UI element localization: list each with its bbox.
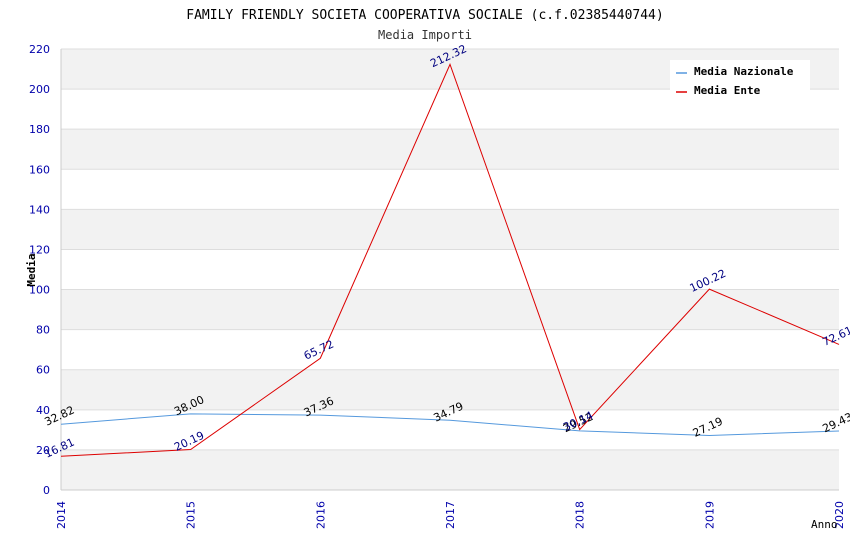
x-tick-label: 2019 (703, 501, 716, 529)
y-tick-labels: 0 20 40 60 80 100 120 140 160 180 200 220 (29, 43, 50, 497)
y-tick-label: 120 (29, 243, 50, 256)
y-tick-label: 160 (29, 163, 50, 176)
y-tick-label: 220 (29, 43, 50, 56)
chart-title: FAMILY FRIENDLY SOCIETA COOPERATIVA SOCI… (186, 8, 663, 23)
legend-label-media-ente: Media Ente (694, 84, 761, 97)
legend-box (670, 60, 810, 102)
y-tick-label: 200 (29, 83, 50, 96)
legend: Media Nazionale Media Ente (670, 60, 810, 102)
x-tick-labels: 2014 2015 2016 2017 2018 2019 2020 (55, 501, 846, 529)
grid-band (61, 289, 839, 330)
y-tick-label: 140 (29, 203, 50, 216)
y-tick-label: 80 (36, 324, 50, 337)
x-tick-label: 2016 (314, 501, 327, 529)
x-tick-label: 2017 (444, 501, 457, 529)
series-lines (60, 63, 840, 457)
x-tick-label: 2015 (185, 501, 198, 529)
y-axis-label: Media (25, 253, 38, 286)
chart-subtitle: Media Importi (378, 28, 472, 42)
grid-band (61, 369, 839, 410)
x-tick-label: 2014 (55, 501, 68, 529)
y-tick-label: 100 (29, 284, 50, 297)
y-tick-label: 40 (36, 404, 50, 417)
y-tick-label: 180 (29, 123, 50, 136)
y-tick-label: 20 (36, 444, 50, 457)
grid-band (61, 209, 839, 250)
data-label: 27.19 (691, 415, 725, 440)
y-tick-label: 0 (43, 484, 50, 497)
x-tick-label: 2020 (833, 501, 846, 529)
x-axis-label: Anno (811, 518, 838, 531)
series-line-media-nazionale (60, 413, 840, 436)
legend-label-media-nazionale: Media Nazionale (694, 65, 794, 78)
series-line-media-ente (60, 63, 840, 457)
axes (60, 49, 839, 491)
y-tick-label: 60 (36, 364, 50, 377)
x-tick-label: 2018 (574, 501, 587, 529)
grid-band (61, 129, 839, 170)
data-label: 30.14 (561, 409, 595, 434)
grid-band (61, 449, 839, 490)
